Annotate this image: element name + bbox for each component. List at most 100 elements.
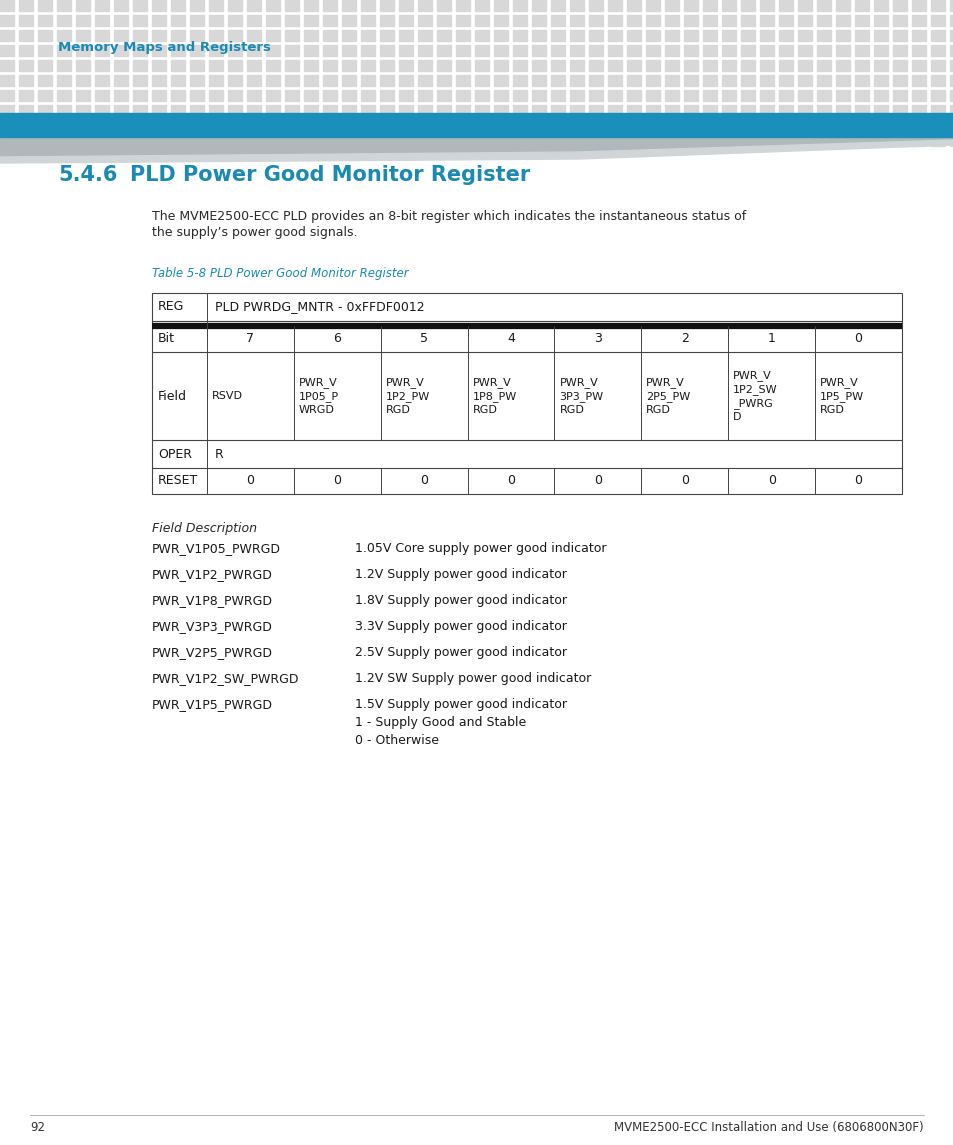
- Bar: [304, 45, 317, 56]
- Text: REG: REG: [158, 300, 184, 314]
- Bar: [645, 76, 659, 86]
- Bar: [721, 60, 735, 71]
- Bar: [551, 0, 564, 11]
- Bar: [892, 0, 906, 11]
- Bar: [607, 60, 621, 71]
- Bar: [779, 0, 792, 11]
- Bar: [892, 120, 906, 131]
- Bar: [760, 0, 773, 11]
- Bar: [152, 76, 166, 86]
- Bar: [285, 45, 298, 56]
- Bar: [456, 60, 470, 71]
- Bar: [190, 105, 204, 116]
- Bar: [436, 135, 451, 147]
- Bar: [475, 45, 489, 56]
- Bar: [760, 105, 773, 116]
- Bar: [645, 30, 659, 41]
- Bar: [228, 30, 242, 41]
- Bar: [379, 45, 394, 56]
- Bar: [645, 60, 659, 71]
- Bar: [76, 0, 90, 11]
- Bar: [721, 76, 735, 86]
- Bar: [456, 76, 470, 86]
- Bar: [475, 135, 489, 147]
- Bar: [779, 120, 792, 131]
- Bar: [266, 135, 280, 147]
- Bar: [797, 45, 811, 56]
- Text: PWR_V1P05_PWRGD: PWR_V1P05_PWRGD: [152, 542, 281, 555]
- Bar: [19, 135, 33, 147]
- Bar: [247, 135, 261, 147]
- Bar: [436, 90, 451, 101]
- Bar: [702, 60, 717, 71]
- Bar: [398, 60, 413, 71]
- Text: 1.5V Supply power good indicator
1 - Supply Good and Stable
0 - Otherwise: 1.5V Supply power good indicator 1 - Sup…: [355, 698, 566, 747]
- Bar: [247, 120, 261, 131]
- Text: PLD PWRDG_MNTR - 0xFFDF0012: PLD PWRDG_MNTR - 0xFFDF0012: [214, 300, 424, 314]
- Bar: [740, 0, 754, 11]
- Bar: [436, 30, 451, 41]
- Bar: [911, 90, 925, 101]
- Bar: [854, 90, 868, 101]
- Bar: [152, 90, 166, 101]
- Bar: [683, 15, 698, 26]
- Bar: [816, 60, 830, 71]
- Bar: [76, 105, 90, 116]
- Bar: [494, 120, 507, 131]
- Bar: [911, 15, 925, 26]
- Bar: [171, 90, 185, 101]
- Bar: [873, 60, 887, 71]
- Text: 5.4.6: 5.4.6: [58, 165, 117, 185]
- Bar: [588, 105, 602, 116]
- Bar: [873, 0, 887, 11]
- Bar: [76, 135, 90, 147]
- Bar: [228, 15, 242, 26]
- Bar: [797, 135, 811, 147]
- Bar: [532, 105, 545, 116]
- Bar: [19, 30, 33, 41]
- Bar: [797, 105, 811, 116]
- Bar: [304, 105, 317, 116]
- Bar: [740, 45, 754, 56]
- Text: Field Description: Field Description: [152, 522, 256, 535]
- Bar: [95, 45, 109, 56]
- Bar: [494, 105, 507, 116]
- Bar: [57, 135, 71, 147]
- Bar: [532, 135, 545, 147]
- Bar: [456, 15, 470, 26]
- Bar: [360, 45, 375, 56]
- Text: PWR_V1P2_PWRGD: PWR_V1P2_PWRGD: [152, 568, 273, 581]
- Text: 0: 0: [594, 474, 601, 488]
- Bar: [417, 105, 432, 116]
- Bar: [323, 90, 336, 101]
- Bar: [228, 120, 242, 131]
- Text: 3: 3: [594, 332, 601, 346]
- Bar: [323, 45, 336, 56]
- Text: 5: 5: [419, 332, 428, 346]
- Bar: [475, 60, 489, 71]
- Bar: [513, 90, 526, 101]
- Bar: [417, 30, 432, 41]
- Bar: [456, 30, 470, 41]
- Text: 0: 0: [767, 474, 775, 488]
- Bar: [645, 105, 659, 116]
- Bar: [835, 120, 849, 131]
- Bar: [626, 45, 640, 56]
- Bar: [76, 120, 90, 131]
- Bar: [209, 15, 223, 26]
- Bar: [76, 15, 90, 26]
- Bar: [171, 0, 185, 11]
- Bar: [341, 15, 355, 26]
- Bar: [379, 120, 394, 131]
- Bar: [551, 120, 564, 131]
- Bar: [152, 135, 166, 147]
- Bar: [797, 15, 811, 26]
- Bar: [398, 135, 413, 147]
- Bar: [551, 76, 564, 86]
- Bar: [797, 30, 811, 41]
- Bar: [779, 90, 792, 101]
- Bar: [38, 76, 52, 86]
- Bar: [228, 0, 242, 11]
- Bar: [360, 120, 375, 131]
- Bar: [360, 135, 375, 147]
